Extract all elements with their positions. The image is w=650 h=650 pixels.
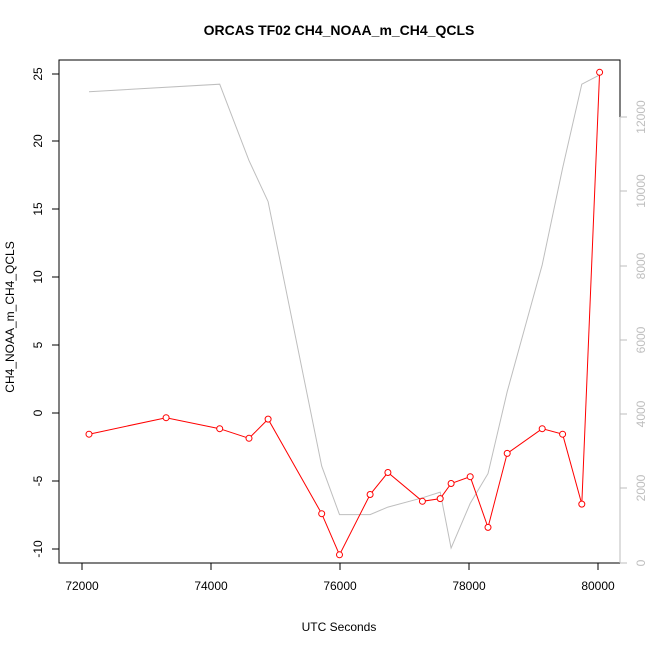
series-0-point <box>384 469 392 476</box>
y-tick-label: 25 <box>31 67 45 81</box>
chart-title: ORCAS TF02 CH4_NOAA_m_CH4_QCLS <box>204 22 475 38</box>
x-axis-label: UTC Seconds <box>302 620 377 634</box>
series-0-point <box>466 473 474 481</box>
series-0-point <box>418 497 426 505</box>
x-tick-label: 80000 <box>581 579 615 593</box>
y2-tick-label: 6000 <box>634 326 648 353</box>
series-0-point <box>436 495 444 503</box>
y2-tick-label: 10000 <box>634 174 648 208</box>
series-layer <box>85 68 604 559</box>
series-0-point <box>336 551 343 559</box>
x-tick-label: 78000 <box>452 579 486 593</box>
y2-tick-label: 8000 <box>634 252 648 279</box>
series-1-line <box>88 74 600 550</box>
series-0-point <box>318 510 326 518</box>
series-0-point <box>162 414 170 422</box>
y-tick-label: -5 <box>31 475 45 486</box>
x-tick-label: 76000 <box>323 579 357 593</box>
y-axis-label: CH4_NOAA_m_CH4_QCLS <box>3 241 17 392</box>
series-0-point <box>85 430 93 438</box>
x-tick-label: 72000 <box>65 579 99 593</box>
y2-tick-label: 0 <box>634 559 648 566</box>
y-tick-label: 5 <box>31 341 45 348</box>
series-0-point <box>447 480 455 487</box>
x-tick-label: 74000 <box>194 579 228 593</box>
series-0-point <box>503 449 511 457</box>
y-tick-label: 20 <box>31 134 45 148</box>
y-tick-label: 15 <box>31 202 45 216</box>
y2-tick-label: 2000 <box>634 474 648 501</box>
y-tick-label: 10 <box>31 270 45 284</box>
series-0-point <box>245 434 253 442</box>
y2-tick-label: 12000 <box>634 100 648 134</box>
y2-tick-label: 4000 <box>634 400 648 427</box>
series-0-point <box>484 523 492 531</box>
y-axis: -10 -5 0 5 10 15 20 25 <box>31 67 60 558</box>
plot-frame <box>58 59 621 564</box>
y-tick-label: -10 <box>31 540 45 558</box>
x-axis: 72000 74000 76000 78000 80000 <box>65 562 615 593</box>
series-0-point <box>559 430 567 438</box>
series-0-point <box>596 68 604 76</box>
series-0-point <box>366 491 374 498</box>
series-0-point <box>578 500 586 508</box>
series-0-point <box>264 415 272 423</box>
y2-axis: 0 2000 4000 6000 8000 10000 12000 <box>619 100 648 566</box>
y-tick-label: 0 <box>31 409 45 416</box>
series-0-point <box>538 425 546 433</box>
series-0-point <box>216 425 224 433</box>
series-0-line <box>88 72 601 556</box>
